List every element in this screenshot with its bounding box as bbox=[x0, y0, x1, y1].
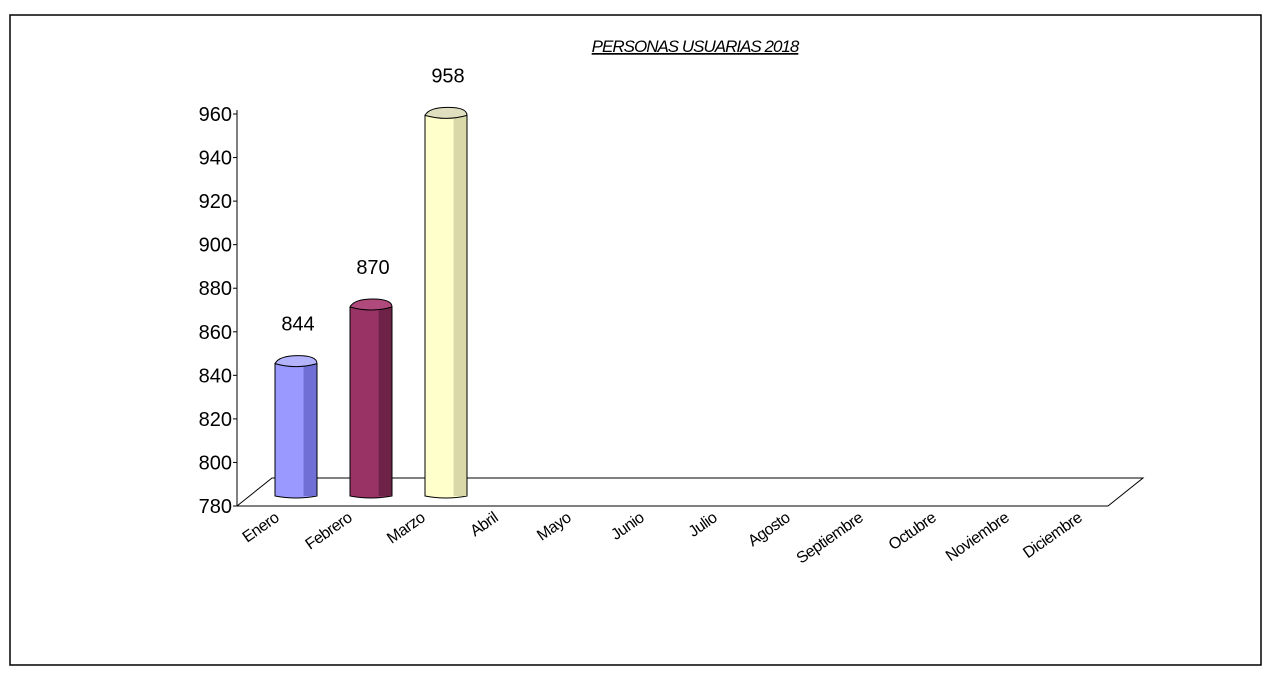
bar-top bbox=[349, 298, 393, 311]
bar-shade bbox=[378, 307, 392, 496]
bar-shade bbox=[303, 363, 317, 496]
y-tick-label: 960 bbox=[199, 104, 232, 126]
y-tick-label: 900 bbox=[199, 235, 232, 257]
y-tick-label: 920 bbox=[199, 191, 232, 213]
bar-shade bbox=[453, 115, 467, 496]
y-tick-label: 860 bbox=[199, 322, 232, 344]
chart-title: PERSONAS USUARIAS 2018 bbox=[592, 37, 800, 56]
bar bbox=[274, 355, 318, 499]
y-tick-label: 880 bbox=[199, 278, 232, 300]
chart-border bbox=[9, 14, 1262, 666]
data-label: 958 bbox=[431, 65, 464, 87]
bar-top bbox=[274, 355, 318, 368]
data-label: 870 bbox=[356, 257, 389, 279]
data-label: 844 bbox=[281, 314, 314, 336]
y-tick-label: 780 bbox=[199, 496, 232, 518]
bar bbox=[424, 106, 468, 499]
y-tick-label: 940 bbox=[199, 148, 232, 170]
y-tick-label: 800 bbox=[199, 452, 232, 474]
bar-top bbox=[424, 106, 468, 119]
y-tick-label: 820 bbox=[199, 409, 232, 431]
bar bbox=[349, 298, 393, 499]
y-tick-label: 840 bbox=[199, 365, 232, 387]
